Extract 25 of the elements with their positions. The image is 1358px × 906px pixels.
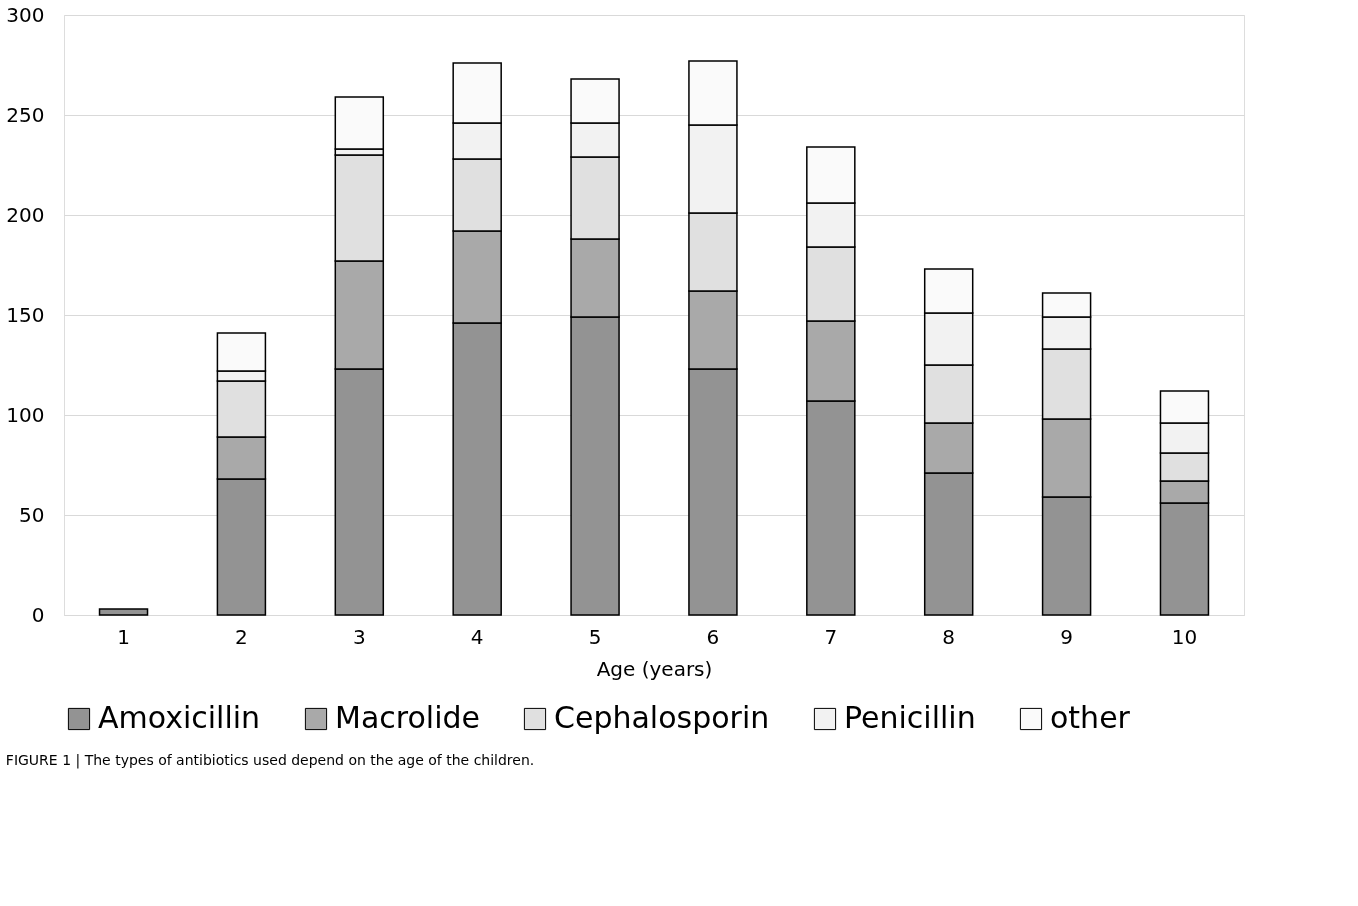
legend-label: Amoxicillin <box>98 700 261 735</box>
x-tick-label: 5 <box>588 624 602 649</box>
y-tick-label: 150 <box>6 302 45 327</box>
bar <box>98 608 149 616</box>
x-tick-label: 1 <box>117 624 130 649</box>
y-tick-label: 100 <box>6 402 45 427</box>
y-tick-label: 250 <box>6 102 45 127</box>
y-tick-label: 0 <box>31 602 45 627</box>
x-tick-label: 10 <box>1171 624 1198 649</box>
x-tick-label: 6 <box>706 624 720 649</box>
legend-label: Penicillin <box>844 700 976 735</box>
legend-label: other <box>1050 700 1131 735</box>
x-tick-label: 7 <box>824 624 838 649</box>
legend-label: Macrolide <box>335 700 480 735</box>
x-tick-label: 9 <box>1060 624 1073 649</box>
x-axis-title: Age (years) <box>596 656 713 681</box>
x-tick-label: 3 <box>352 624 366 649</box>
y-tick-label: 200 <box>6 202 45 227</box>
x-tick-label: 4 <box>470 624 484 649</box>
y-tick-label: 50 <box>19 502 45 527</box>
y-tick-label: 300 <box>6 2 45 27</box>
legend-label: Cephalosporin <box>554 700 770 735</box>
x-tick-label: 2 <box>235 624 248 649</box>
x-tick-label: 8 <box>942 624 956 649</box>
caption: FIGURE 1 | The types of antibiotics used depend on the age of the children. <box>5 752 535 769</box>
